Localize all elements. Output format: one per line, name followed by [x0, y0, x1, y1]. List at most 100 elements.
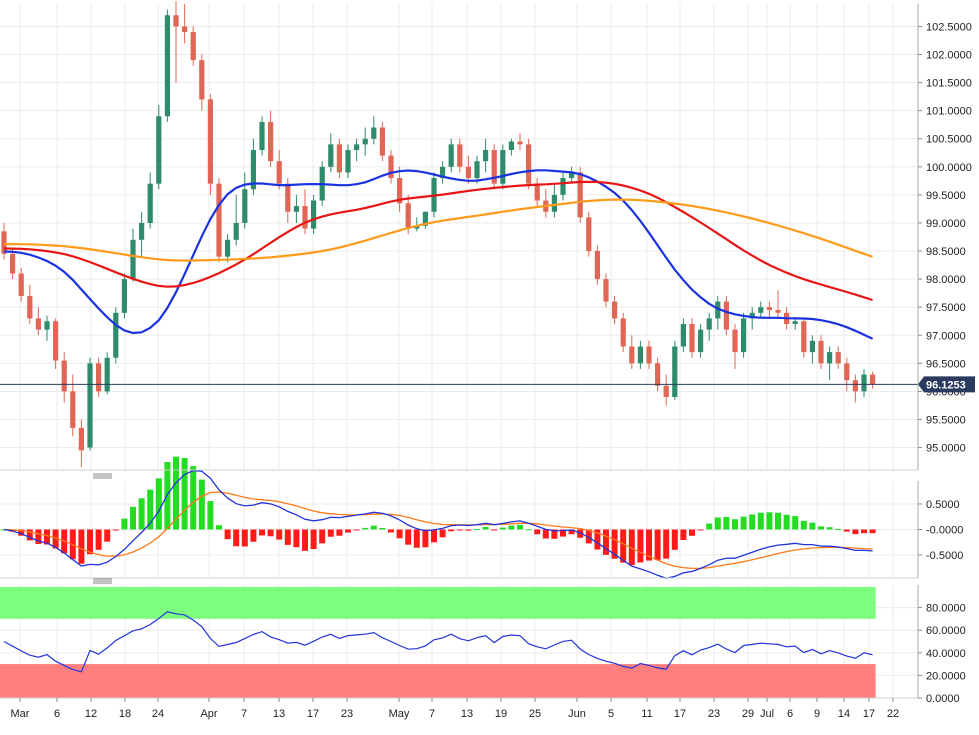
macd-histogram-bar	[809, 522, 816, 530]
candle-body	[259, 121, 265, 150]
x-tick-label: 17	[307, 708, 319, 720]
macd-histogram-bar	[560, 529, 566, 537]
candle-body	[655, 363, 661, 386]
macd-histogram-bar	[173, 456, 179, 530]
macd-histogram-bar	[654, 529, 661, 560]
candle-body	[130, 239, 136, 280]
y-tick-label: 102.0000	[926, 50, 972, 62]
candle-body	[405, 203, 411, 229]
candle-body	[302, 206, 308, 229]
candle-body	[766, 307, 772, 310]
macd-histogram-bar	[388, 529, 394, 533]
candle-body	[362, 138, 368, 145]
macd-histogram-bar	[259, 529, 265, 536]
candle-body	[53, 321, 59, 361]
candle-body	[620, 318, 626, 347]
candle-body	[293, 206, 299, 212]
candle-body	[474, 161, 480, 179]
macd-histogram-bar	[491, 529, 498, 531]
candle-body	[852, 380, 858, 392]
macd-histogram-bar	[35, 529, 42, 545]
candle-body	[276, 161, 282, 184]
macd-histogram-bar	[112, 529, 119, 531]
x-tick-label: 25	[529, 708, 541, 720]
candle-body	[379, 127, 385, 156]
y-tick-label: 99.5000	[926, 190, 966, 202]
candle-body	[706, 318, 712, 330]
candle-body	[818, 340, 824, 364]
candle-body	[61, 360, 67, 392]
x-tick-label: Apr	[200, 708, 217, 720]
macd-histogram-bar	[121, 518, 128, 530]
macd-histogram-bar	[405, 529, 412, 545]
candle-body	[225, 239, 231, 257]
rsi-tick-label: 40.0000	[926, 648, 966, 660]
macd-histogram-bar	[689, 529, 695, 536]
macd-histogram-bar	[431, 529, 437, 543]
candle-body	[44, 321, 50, 330]
candle-body	[741, 318, 747, 353]
y-tick-label: 101.5000	[926, 78, 972, 90]
macd-histogram-bar	[749, 514, 756, 530]
macd-histogram-bar	[104, 529, 111, 542]
candle-body	[827, 352, 833, 364]
macd-histogram-bar	[818, 526, 824, 530]
y-tick-label: 96.5000	[926, 358, 966, 370]
macd-histogram-bar	[783, 514, 790, 530]
macd-histogram-bar	[396, 529, 403, 539]
candle-body	[173, 15, 179, 27]
candle-body	[242, 189, 248, 223]
candle-body	[491, 149, 497, 184]
x-tick-label: 12	[85, 708, 97, 720]
candle-body	[78, 427, 84, 451]
candle-body	[732, 329, 738, 353]
candle-body	[113, 312, 119, 358]
macd-histogram-bar	[190, 466, 197, 530]
x-tick-label: 17	[863, 708, 875, 720]
candle-body	[534, 183, 540, 201]
macd-histogram-bar	[345, 529, 351, 533]
candle-body	[328, 144, 334, 167]
macd-histogram-bar	[224, 529, 231, 540]
macd-histogram-bar	[370, 525, 377, 530]
macd-histogram-bar	[130, 506, 136, 530]
candle-body	[87, 363, 93, 448]
x-tick-label: 9	[814, 708, 820, 720]
x-tick-label: 22	[887, 708, 899, 720]
x-tick-label: 6	[54, 708, 60, 720]
candle-body	[775, 309, 781, 313]
macd-histogram-bar	[508, 525, 515, 530]
y-tick-label: 101.0000	[926, 106, 972, 118]
macd-histogram-bar	[422, 529, 429, 548]
candle-body	[637, 346, 643, 364]
macd-histogram-bar	[680, 529, 687, 540]
x-tick-label: 23	[708, 708, 720, 720]
candle-body	[465, 166, 471, 179]
candle-body	[345, 149, 351, 173]
x-tick-label: 6	[787, 708, 793, 720]
macd-histogram-bar	[542, 529, 549, 539]
macd-histogram-bar	[336, 529, 343, 536]
candle-body	[560, 178, 566, 195]
y-tick-label: 98.0000	[926, 274, 966, 286]
candle-body	[35, 318, 41, 330]
macd-histogram-bar	[800, 520, 807, 530]
macd-histogram-bar	[181, 457, 188, 530]
x-tick-label: 18	[119, 708, 131, 720]
macd-histogram-bar	[138, 498, 145, 530]
candle-body	[508, 141, 514, 150]
x-tick-label: Jul	[760, 708, 774, 720]
candle-body	[715, 301, 721, 319]
candle-body	[672, 346, 678, 398]
candle-body	[569, 172, 575, 179]
candle-body	[268, 121, 274, 162]
candle-body	[612, 301, 618, 319]
candle-body	[835, 352, 841, 364]
x-tick-label: 17	[674, 708, 686, 720]
x-tick-label: 11	[641, 708, 652, 720]
macd-histogram-bar	[766, 512, 773, 530]
macd-histogram-bar	[577, 529, 584, 538]
current-price-label: 96.1253	[926, 379, 966, 391]
candle-body	[603, 279, 609, 302]
